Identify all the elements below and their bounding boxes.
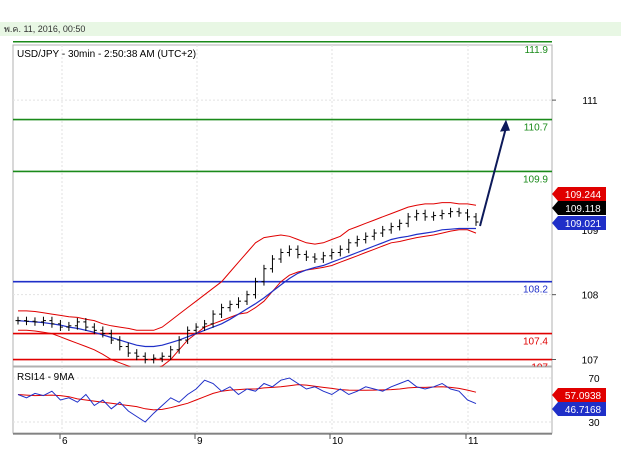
price-tag-box — [552, 216, 606, 230]
rsi-tags: 57.0938 46.7168 — [552, 388, 606, 416]
rsi-panel — [12, 366, 553, 434]
rsi-axis: 30 70 — [588, 374, 600, 429]
level-label: 108.2 — [523, 285, 548, 296]
price-tick-label: 111 — [582, 96, 598, 107]
level-label: 107.4 — [523, 337, 548, 348]
time-tick-label: 9 — [197, 436, 203, 447]
bollinger-lower-line — [18, 229, 477, 370]
bollinger-bands — [18, 202, 477, 370]
projection-arrow — [479, 119, 510, 227]
price-tick-label: 108 — [582, 291, 599, 302]
projection-arrow-shaft — [479, 127, 507, 227]
rsi-tick-label: 70 — [588, 374, 600, 385]
rsi-lines — [13, 377, 552, 423]
rsi-tag-box — [552, 402, 606, 416]
time-tick-label: 10 — [332, 436, 344, 447]
price-axis: 107 108 111 109 — [552, 96, 599, 367]
rsi-tag-box — [552, 388, 606, 402]
date-text: พ.ค. 11, 2016, 00:50 — [4, 24, 86, 34]
rsi-label: RSI14 - 9MA — [17, 372, 75, 383]
price-tag-label: 109.021 — [565, 219, 602, 230]
rsi-tag-label: 57.0938 — [565, 391, 602, 402]
date-bar: พ.ค. 11, 2016, 00:50 — [0, 22, 621, 36]
price-tag-box — [552, 187, 606, 201]
time-tick-label: 6 — [62, 436, 68, 447]
price-tag-label: 109.118 — [565, 204, 601, 215]
price-tick-label: 107 — [582, 356, 599, 367]
price-tag-label: 109.244 — [565, 190, 602, 201]
rsi-tag-label: 46.7168 — [565, 405, 602, 416]
projection-arrow-head — [500, 119, 510, 132]
price-tags: 109.244 109.118 109.021 — [552, 187, 606, 230]
rsi-tick-label: 30 — [588, 418, 600, 429]
rsi-line — [17, 377, 477, 423]
level-label: 110.7 — [524, 123, 549, 134]
price-tag-box — [552, 201, 606, 215]
price-tick-label: 109 — [582, 226, 599, 237]
level-label: 111.9 — [524, 45, 548, 56]
bollinger-upper-line — [18, 202, 477, 331]
level-label: 109.9 — [523, 174, 548, 185]
time-axis: 6 9 10 11 — [59, 434, 479, 447]
price-bars — [15, 207, 479, 364]
price-panel — [12, 44, 553, 367]
chart-title: USD/JPY - 30min - 2:50:38 AM (UTC+2) — [17, 49, 196, 60]
time-tick-label: 11 — [468, 436, 479, 447]
